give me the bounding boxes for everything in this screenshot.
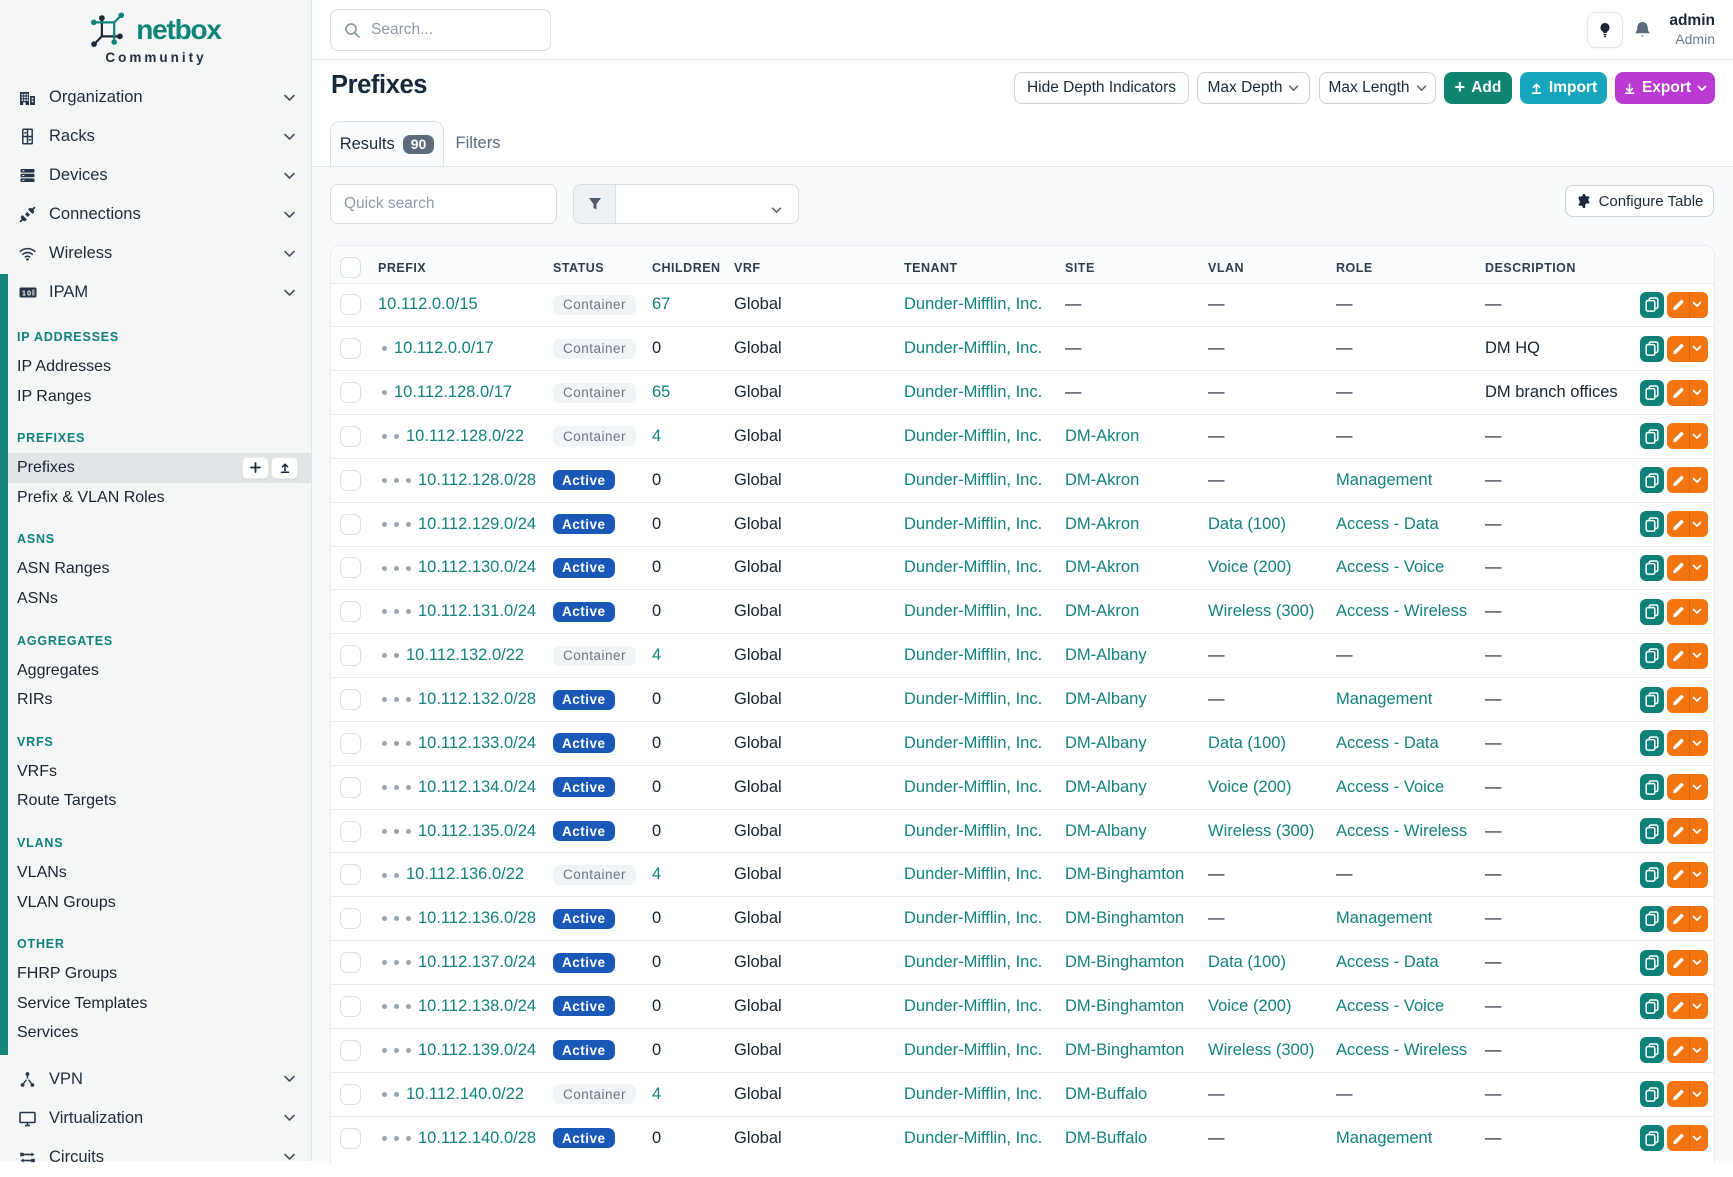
svg-text:0: 0 xyxy=(27,288,31,297)
svg-text:1: 1 xyxy=(22,288,26,297)
